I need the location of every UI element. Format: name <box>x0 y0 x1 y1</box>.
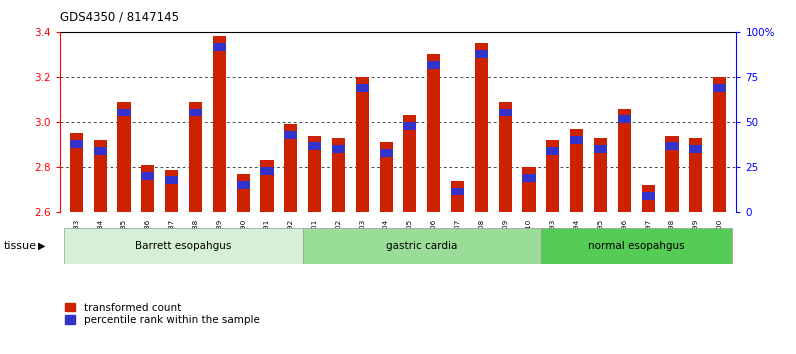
Bar <box>713 77 726 212</box>
Bar <box>594 138 607 212</box>
Text: tissue: tissue <box>4 241 37 251</box>
Bar <box>404 115 416 212</box>
Bar <box>70 140 83 148</box>
Bar <box>70 133 83 212</box>
Bar <box>451 181 464 212</box>
Bar <box>522 167 536 212</box>
Bar <box>165 176 178 184</box>
Bar <box>594 145 607 153</box>
Bar <box>213 36 226 212</box>
Bar <box>498 102 512 212</box>
Bar <box>498 109 512 116</box>
Bar <box>546 140 560 212</box>
Bar <box>236 181 250 189</box>
Bar <box>546 147 560 155</box>
Bar <box>404 122 416 130</box>
Bar <box>142 165 154 212</box>
Bar <box>570 136 583 144</box>
Bar <box>332 145 345 153</box>
Bar <box>64 228 302 264</box>
Bar <box>665 142 678 150</box>
Bar <box>213 43 226 51</box>
Bar <box>451 188 464 195</box>
Bar <box>356 84 369 92</box>
Text: gastric cardia: gastric cardia <box>386 241 458 251</box>
Bar <box>427 61 440 69</box>
Bar <box>713 84 726 92</box>
Bar <box>94 140 107 212</box>
Bar <box>284 124 298 212</box>
Bar <box>427 55 440 212</box>
Bar <box>308 142 321 150</box>
Bar <box>94 147 107 155</box>
Text: Barrett esopahgus: Barrett esopahgus <box>135 241 232 251</box>
Bar <box>570 129 583 212</box>
Bar <box>302 228 541 264</box>
Bar <box>689 138 702 212</box>
Bar <box>284 131 298 139</box>
Bar <box>189 102 202 212</box>
Bar <box>541 228 732 264</box>
Bar <box>189 109 202 116</box>
Bar <box>642 185 654 212</box>
Bar <box>308 136 321 212</box>
Bar <box>618 115 631 123</box>
Bar <box>118 102 131 212</box>
Bar <box>356 77 369 212</box>
Bar <box>332 138 345 212</box>
Bar <box>642 192 654 200</box>
Bar <box>260 160 274 212</box>
Bar <box>260 167 274 175</box>
Text: ▶: ▶ <box>37 241 45 251</box>
Bar <box>236 174 250 212</box>
Bar <box>475 43 488 212</box>
Bar <box>380 142 392 212</box>
Bar <box>165 170 178 212</box>
Bar <box>665 136 678 212</box>
Bar <box>689 145 702 153</box>
Bar <box>618 109 631 212</box>
Bar <box>142 172 154 180</box>
Bar <box>118 109 131 116</box>
Text: GDS4350 / 8147145: GDS4350 / 8147145 <box>60 11 178 24</box>
Text: normal esopahgus: normal esopahgus <box>588 241 685 251</box>
Legend: transformed count, percentile rank within the sample: transformed count, percentile rank withi… <box>65 303 259 325</box>
Bar <box>475 50 488 58</box>
Bar <box>522 174 536 182</box>
Bar <box>380 149 392 157</box>
